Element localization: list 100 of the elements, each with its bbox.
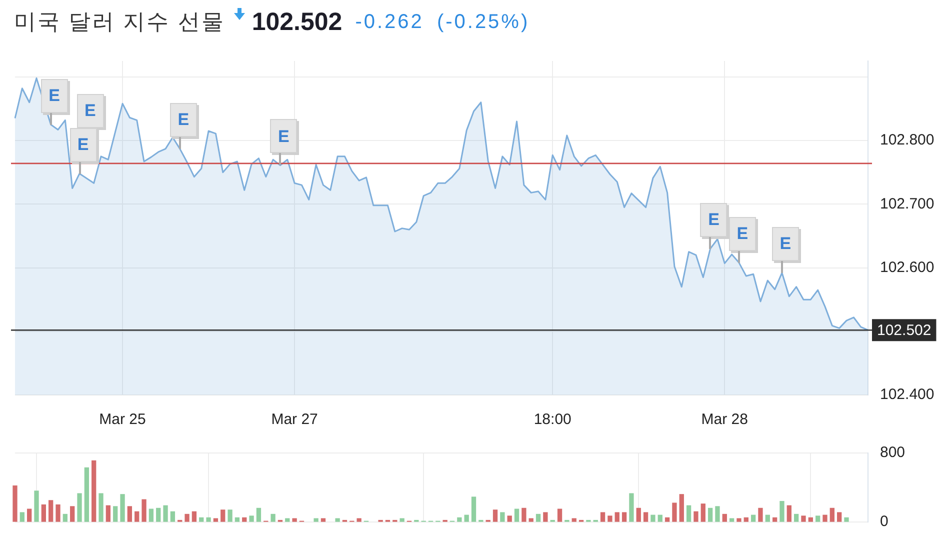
bar	[672, 502, 677, 522]
annotation: E	[84, 101, 96, 120]
bar	[285, 518, 290, 522]
bar	[356, 518, 362, 522]
y-tick-label: 102.700	[880, 195, 934, 212]
bar	[213, 518, 218, 522]
x-tick-label: 18:00	[534, 411, 572, 428]
bar	[62, 514, 68, 522]
bar	[84, 467, 90, 522]
bar	[557, 508, 562, 522]
bar	[77, 493, 82, 522]
bar	[694, 511, 698, 522]
bar	[228, 510, 232, 522]
bar	[522, 508, 526, 522]
x-tick-label: Mar 28	[701, 411, 748, 428]
bar	[156, 508, 161, 522]
bar	[270, 514, 276, 522]
bar	[736, 518, 742, 522]
bar	[120, 494, 125, 522]
bar	[500, 512, 505, 522]
bar	[27, 508, 32, 522]
bar	[679, 494, 684, 522]
bar	[744, 517, 748, 522]
bar	[256, 508, 262, 522]
bar	[815, 516, 820, 522]
bar	[92, 460, 96, 522]
bar	[772, 517, 778, 522]
bar	[608, 516, 612, 522]
bar	[786, 505, 792, 522]
bar	[765, 514, 770, 522]
bar	[822, 514, 828, 522]
bar	[722, 514, 727, 522]
bar	[830, 508, 834, 522]
bar	[249, 516, 254, 522]
x-tick-label: Mar 25	[99, 411, 146, 428]
annotation: E	[708, 210, 720, 230]
y-tick-label: 0	[880, 513, 888, 530]
bar	[629, 493, 634, 522]
bar	[464, 514, 469, 522]
bar	[234, 517, 240, 522]
annotation: E	[178, 110, 190, 130]
annotation: E	[48, 86, 60, 106]
bar	[471, 496, 476, 522]
bar	[134, 511, 140, 522]
annotation: E	[278, 126, 290, 146]
bar	[48, 500, 54, 522]
bar	[199, 517, 204, 522]
bar	[758, 508, 763, 522]
bar	[492, 510, 498, 522]
bar	[572, 518, 576, 522]
y-tick-label: 102.600	[880, 258, 934, 276]
bar	[844, 517, 849, 522]
bar	[335, 518, 340, 522]
bar	[220, 510, 226, 522]
bar	[170, 511, 176, 522]
bar	[41, 504, 46, 522]
bar	[664, 517, 670, 522]
bar	[808, 517, 813, 522]
bar	[56, 504, 60, 522]
bar	[708, 508, 713, 522]
chart-subtitle: 102.502 -0.262 (-0.25%)	[252, 8, 530, 36]
bar	[636, 508, 641, 522]
bar	[700, 504, 706, 522]
bar	[12, 485, 18, 522]
y-tick-label: 102.800	[880, 132, 934, 149]
x-tick-label: Mar 27	[271, 411, 318, 428]
bar	[686, 505, 692, 522]
y-tick-label: 800	[880, 444, 906, 462]
chart-title: 미국 달러 지수 선물	[14, 8, 225, 36]
bar	[192, 511, 197, 522]
bar	[148, 508, 154, 522]
bar	[98, 493, 104, 522]
bar	[34, 490, 39, 522]
bar	[184, 514, 190, 522]
bar	[514, 508, 520, 522]
annotation: E	[780, 234, 792, 254]
bar	[780, 500, 784, 522]
bar	[837, 512, 842, 522]
bar	[643, 512, 648, 522]
bar	[70, 506, 75, 522]
bar	[801, 516, 806, 522]
bar	[113, 506, 118, 522]
bar	[650, 514, 656, 522]
bar	[242, 517, 247, 522]
bar	[106, 505, 111, 522]
bar	[658, 514, 662, 522]
bar	[457, 517, 462, 522]
bar	[142, 499, 146, 522]
bar	[206, 517, 211, 522]
bar	[320, 518, 326, 522]
bar	[127, 506, 132, 522]
bar	[794, 514, 799, 522]
bar	[507, 516, 512, 522]
y-tick-label: 102.400	[880, 386, 934, 404]
bar	[715, 506, 720, 522]
bar	[20, 512, 24, 522]
bar	[163, 505, 168, 522]
bar	[600, 512, 606, 522]
bar	[292, 518, 297, 522]
annotation: E	[736, 224, 748, 244]
